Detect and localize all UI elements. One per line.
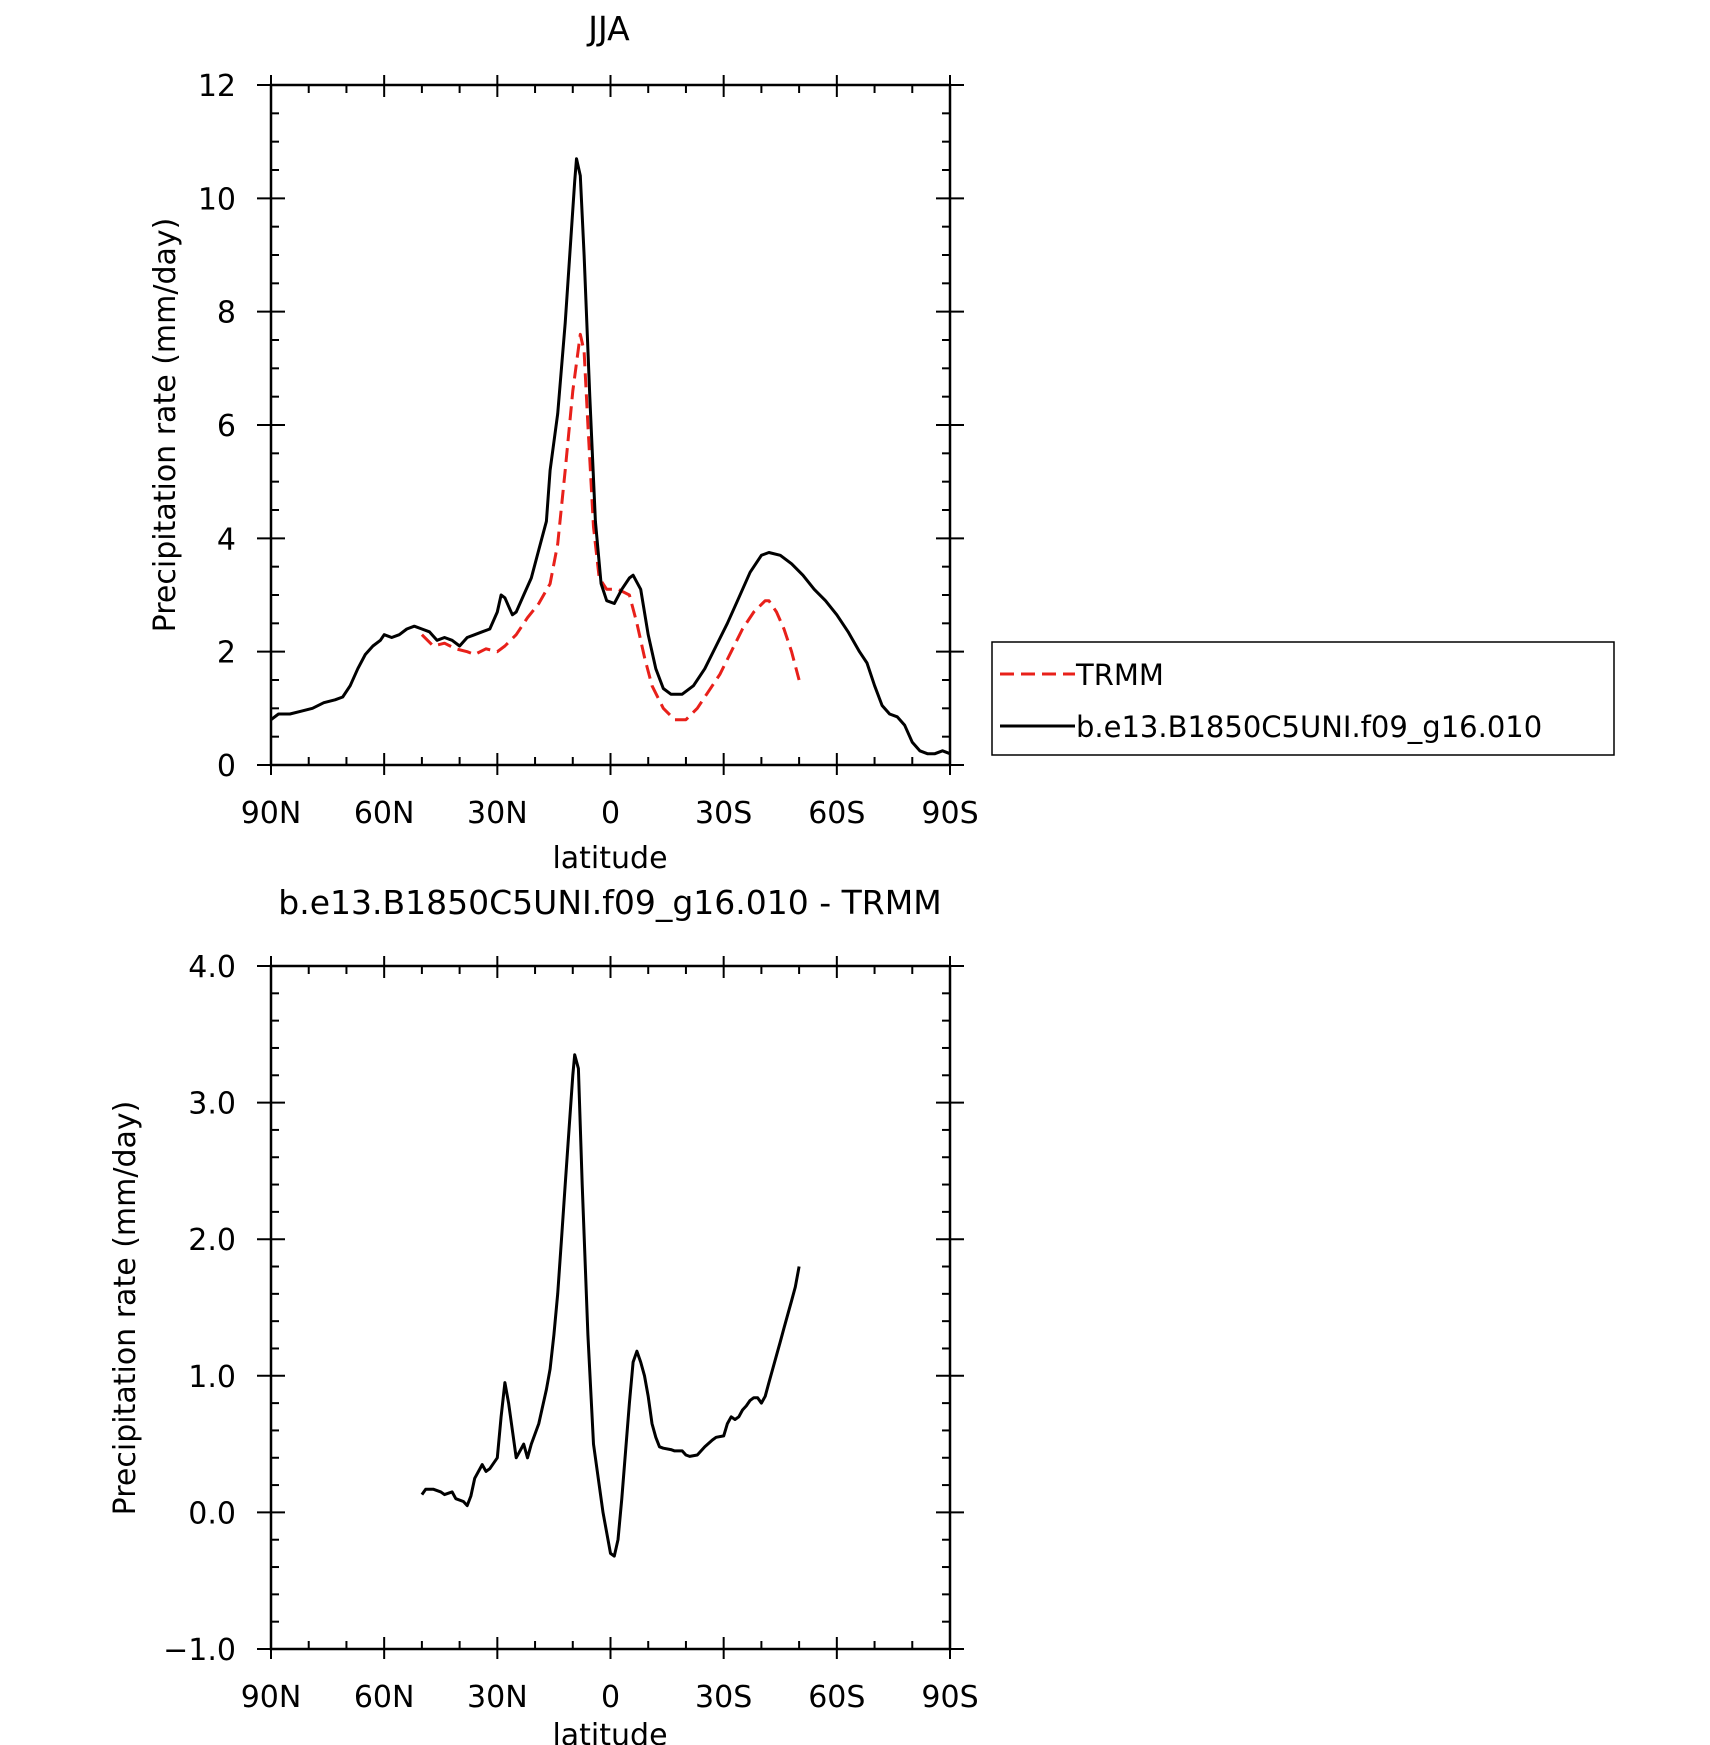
y-tick-label: 3.0 [188, 1087, 236, 1122]
x-tick-label: 90S [921, 1680, 978, 1715]
bottom-y-tick-labels: −1.0 0.0 1.0 2.0 3.0 4.0 [163, 950, 236, 1668]
top-plot-frame [269, 83, 952, 767]
bottom-x-axis-label: latitude [552, 1718, 667, 1745]
y-tick-label: 0.0 [188, 1496, 236, 1531]
top-x-axis-label: latitude [552, 841, 667, 876]
x-tick-label: 30N [467, 1680, 528, 1715]
legend-label-model: b.e13.B1850C5UNI.f09_g16.010 [1076, 710, 1542, 744]
x-tick-label: 30S [695, 796, 752, 831]
x-tick-label: 30S [695, 1680, 752, 1715]
x-tick-label: 60S [808, 1680, 865, 1715]
top-y-tick-labels: 0 2 4 6 8 10 12 [198, 69, 236, 784]
y-tick-label: 4.0 [188, 950, 236, 985]
y-tick-label: 4 [217, 522, 236, 557]
legend: TRMM b.e13.B1850C5UNI.f09_g16.010 [991, 641, 1615, 756]
x-tick-label: 0 [601, 796, 620, 831]
x-tick-label: 60N [354, 796, 415, 831]
bottom-chart-title: b.e13.B1850C5UNI.f09_g16.010 - TRMM [278, 883, 941, 922]
legend-item-trmm: TRMM [1000, 658, 1164, 692]
bottom-panel: b.e13.B1850C5UNI.f09_g16.010 - TRMM −1.0… [108, 883, 979, 1745]
series-line-trmm [420, 332, 801, 722]
legend-item-model: b.e13.B1850C5UNI.f09_g16.010 [1000, 710, 1542, 744]
y-tick-label: 8 [217, 296, 236, 331]
y-tick-label: 6 [217, 409, 236, 444]
top-x-tick-labels: 90N 60N 30N 0 30S 60S 90S [241, 796, 979, 831]
x-tick-label: 60S [808, 796, 865, 831]
y-tick-label: 0 [217, 749, 236, 784]
bottom-plot-frame [269, 964, 952, 1651]
x-tick-label: 60N [354, 1680, 415, 1715]
x-tick-label: 0 [601, 1680, 620, 1715]
y-tick-label: 12 [198, 69, 236, 104]
y-tick-label: −1.0 [163, 1633, 236, 1668]
top-ticks [257, 75, 964, 775]
series-line-difference [420, 1053, 801, 1558]
top-series [270, 157, 951, 756]
top-y-axis-label: Precipitation rate (mm/day) [148, 218, 183, 633]
x-tick-label: 30N [467, 796, 528, 831]
y-tick-label: 2 [217, 636, 236, 671]
x-tick-label: 90N [241, 796, 302, 831]
top-chart-title: JJA [586, 9, 630, 48]
x-tick-label: 90N [241, 1680, 302, 1715]
bottom-y-axis-label: Precipitation rate (mm/day) [108, 1101, 143, 1516]
y-tick-label: 1.0 [188, 1360, 236, 1395]
top-panel: JJA 0 2 4 6 8 10 12 90N 60N 30N 0 30S 60S 90S latitu… [148, 9, 979, 876]
legend-box [991, 641, 1615, 756]
series-line-b-e13-b1850c5uni-f09-g16-010 [270, 157, 951, 756]
x-tick-label: 90S [921, 796, 978, 831]
legend-label-trmm: TRMM [1075, 658, 1164, 692]
bottom-x-tick-labels: 90N 60N 30N 0 30S 60S 90S [241, 1680, 979, 1715]
y-tick-label: 2.0 [188, 1223, 236, 1258]
bottom-series [420, 1053, 801, 1558]
y-tick-label: 10 [198, 182, 236, 217]
